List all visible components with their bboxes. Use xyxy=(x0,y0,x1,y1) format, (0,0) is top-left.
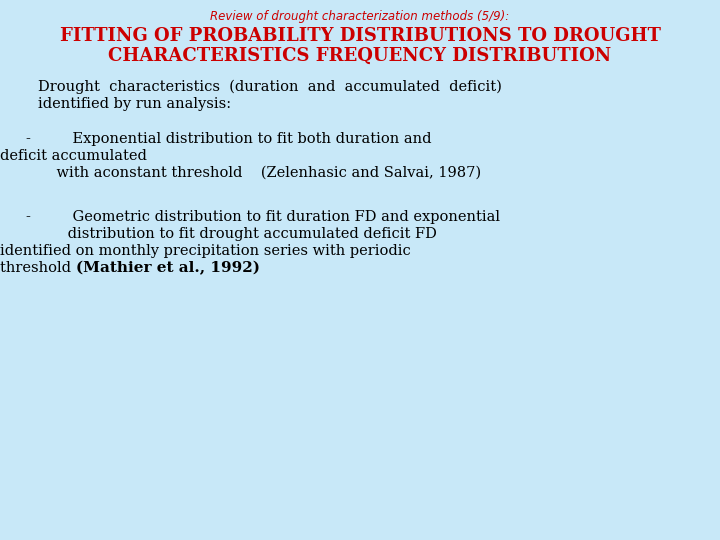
Text: Drought  characteristics  (duration  and  accumulated  deficit): Drought characteristics (duration and ac… xyxy=(38,80,502,94)
Text: FITTING OF PROBABILITY DISTRIBUTIONS TO DROUGHT: FITTING OF PROBABILITY DISTRIBUTIONS TO … xyxy=(60,27,660,45)
Text: identified on monthly precipitation series with periodic: identified on monthly precipitation seri… xyxy=(0,244,410,258)
Text: -         Exponential distribution to fit both duration and: - Exponential distribution to fit both d… xyxy=(26,132,431,146)
Text: Review of drought characterization methods (5/9):: Review of drought characterization metho… xyxy=(210,10,510,23)
Text: distribution to fit drought accumulated deficit FD: distribution to fit drought accumulated … xyxy=(26,227,437,241)
Text: identified by run analysis:: identified by run analysis: xyxy=(38,97,231,111)
Text: deficit accumulated: deficit accumulated xyxy=(0,149,147,163)
Text: with aconstant threshold    (Zelenhasic and Salvai, 1987): with aconstant threshold (Zelenhasic and… xyxy=(38,166,481,180)
Text: CHARACTERISTICS FREQUENCY DISTRIBUTION: CHARACTERISTICS FREQUENCY DISTRIBUTION xyxy=(109,47,611,65)
Text: (Mathier et al., 1992): (Mathier et al., 1992) xyxy=(76,261,260,275)
Text: threshold: threshold xyxy=(0,261,108,275)
Text: -         Geometric distribution to fit duration FD and exponential: - Geometric distribution to fit duration… xyxy=(26,210,500,224)
